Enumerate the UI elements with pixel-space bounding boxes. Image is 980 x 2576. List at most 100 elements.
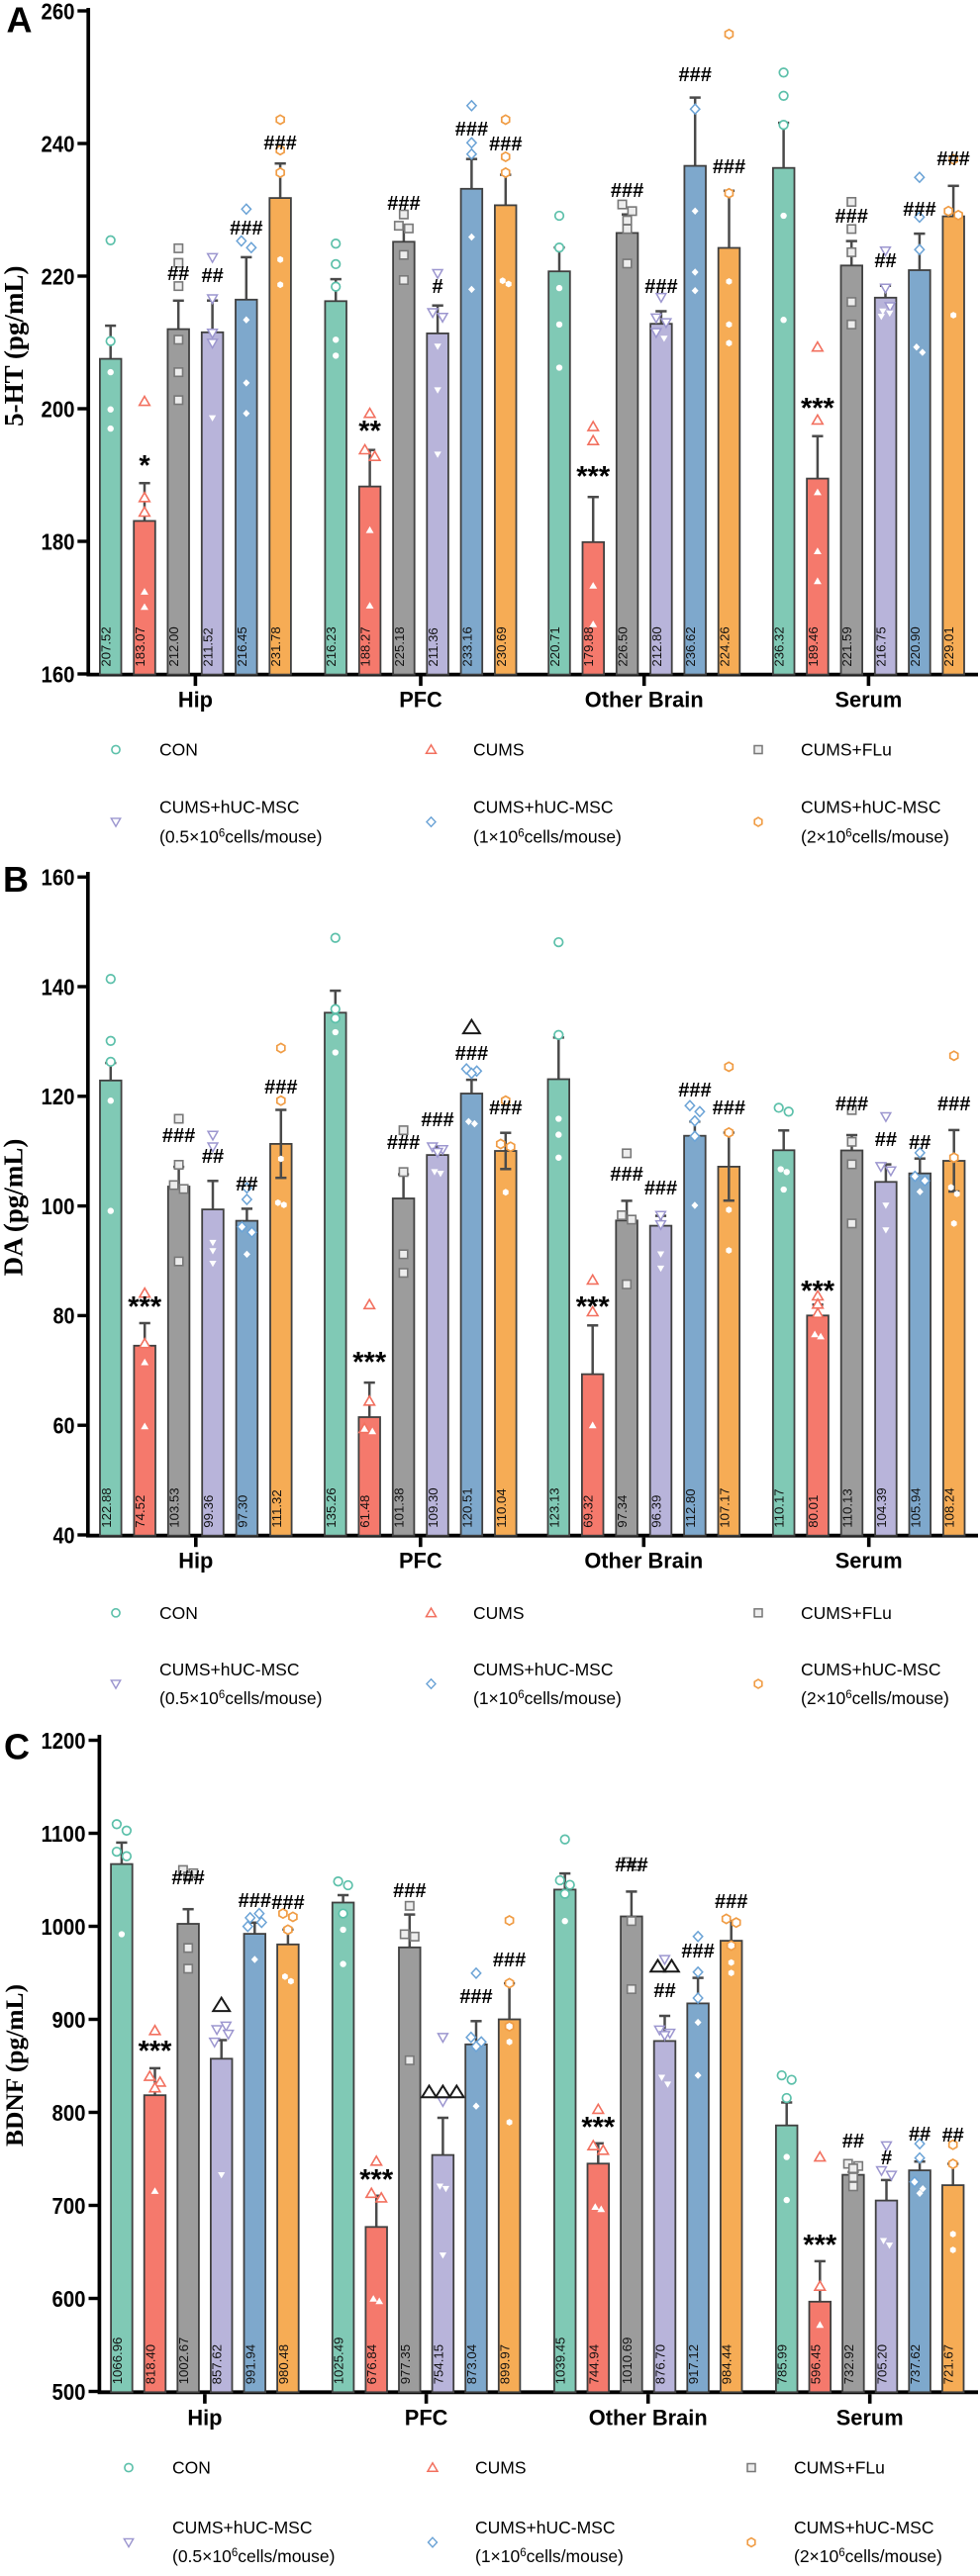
svg-text:***: ***	[801, 1276, 835, 1307]
svg-text:##: ##	[202, 1146, 224, 1168]
svg-text:140: 140	[42, 974, 75, 1000]
svg-text:###: ###	[644, 276, 677, 298]
svg-text:1010.69: 1010.69	[620, 2337, 635, 2385]
svg-text:111.32: 111.32	[269, 1489, 284, 1527]
svg-text:DA (pg/mL): DA (pg/mL)	[0, 1139, 29, 1277]
svg-text:CUMS+hUC-MSC: CUMS+hUC-MSC	[172, 2518, 312, 2537]
svg-text:500: 500	[52, 2379, 86, 2405]
svg-text:110.04: 110.04	[494, 1488, 509, 1527]
svg-text:***: ***	[359, 2164, 394, 2196]
svg-text:###: ###	[230, 218, 262, 239]
svg-text:754.15: 754.15	[431, 2344, 445, 2384]
svg-text:##: ##	[875, 1129, 897, 1151]
svg-text:220.71: 220.71	[547, 626, 562, 666]
svg-text:873.04: 873.04	[464, 2344, 479, 2384]
svg-text:207.52: 207.52	[99, 626, 114, 666]
svg-text:###: ###	[271, 1892, 304, 1914]
svg-text:180: 180	[42, 528, 75, 554]
svg-text:1066.96: 1066.96	[110, 2337, 125, 2385]
svg-text:CUMS+hUC-MSC: CUMS+hUC-MSC	[801, 798, 940, 817]
svg-text:110.13: 110.13	[840, 1488, 855, 1527]
svg-text:###: ###	[615, 1855, 647, 1876]
svg-text:230.69: 230.69	[494, 626, 509, 666]
svg-text:Hip: Hip	[187, 2406, 222, 2431]
svg-text:*: *	[139, 450, 150, 482]
svg-text:###: ###	[644, 1178, 677, 1199]
svg-text:PFC: PFC	[399, 1549, 442, 1574]
svg-text:229.01: 229.01	[941, 626, 956, 666]
svg-text:(0.5×106cells/mouse): (0.5×106cells/mouse)	[159, 1688, 322, 1708]
svg-text:224.26: 224.26	[718, 626, 733, 666]
svg-text:###: ###	[387, 1132, 420, 1154]
svg-text:189.46: 189.46	[806, 626, 821, 666]
svg-text:1025.49: 1025.49	[332, 2337, 346, 2385]
svg-text:Hip: Hip	[178, 688, 213, 713]
svg-text:PFC: PFC	[399, 688, 442, 713]
svg-text:876.70: 876.70	[653, 2344, 668, 2384]
svg-text:800: 800	[52, 2100, 86, 2126]
svg-text:236.32: 236.32	[772, 626, 787, 666]
svg-text:###: ###	[162, 1125, 195, 1147]
svg-text:120: 120	[42, 1084, 75, 1109]
svg-text:###: ###	[835, 206, 868, 228]
svg-text:105.94: 105.94	[908, 1487, 923, 1527]
svg-text:CUMS+FLu: CUMS+FLu	[801, 1603, 892, 1623]
svg-text:Other Brain: Other Brain	[589, 2406, 708, 2431]
svg-text:Serum: Serum	[834, 688, 902, 713]
svg-text:80: 80	[53, 1303, 75, 1329]
svg-text:###: ###	[393, 1880, 426, 1902]
svg-text:###: ###	[489, 134, 522, 155]
svg-text:108.24: 108.24	[942, 1487, 957, 1527]
svg-text:135.26: 135.26	[324, 1487, 339, 1527]
svg-text:5-HT (pg/mL): 5-HT (pg/mL)	[0, 266, 29, 427]
svg-text:1000: 1000	[42, 1914, 86, 1940]
svg-text:###: ###	[264, 1077, 297, 1098]
svg-text:977.35: 977.35	[398, 2344, 413, 2384]
svg-text:###: ###	[835, 1094, 868, 1115]
svg-text:211.36: 211.36	[426, 627, 441, 666]
svg-text:220: 220	[42, 263, 75, 289]
svg-text:PFC: PFC	[405, 2406, 448, 2431]
svg-text:226.50: 226.50	[616, 626, 631, 666]
svg-text:721.67: 721.67	[941, 2344, 956, 2384]
svg-text:221.59: 221.59	[839, 626, 854, 666]
svg-text:***: ***	[576, 1291, 611, 1323]
svg-text:CON: CON	[172, 2458, 211, 2478]
svg-text:##: ##	[653, 1980, 675, 2002]
svg-text:CON: CON	[159, 740, 198, 760]
svg-text:###: ###	[679, 64, 712, 86]
svg-text:900: 900	[52, 2007, 86, 2033]
svg-text:80.01: 80.01	[806, 1495, 821, 1528]
svg-text:260: 260	[42, 0, 75, 24]
svg-text:***: ***	[128, 1291, 162, 1323]
svg-text:CUMS: CUMS	[473, 740, 525, 760]
svg-text:###: ###	[459, 1986, 492, 2008]
svg-text:1200: 1200	[42, 1728, 86, 1754]
svg-text:***: ***	[801, 393, 835, 425]
svg-text:917.12: 917.12	[686, 2344, 701, 2384]
svg-text:(0.5×106cells/mouse): (0.5×106cells/mouse)	[159, 827, 322, 847]
svg-text:785.99: 785.99	[775, 2344, 790, 2384]
svg-text:216.23: 216.23	[324, 626, 339, 666]
svg-text:###: ###	[493, 1950, 526, 1971]
svg-text:###: ###	[455, 1043, 488, 1065]
svg-text:200: 200	[42, 396, 75, 422]
svg-text:231.78: 231.78	[268, 626, 283, 666]
svg-text:225.18: 225.18	[392, 626, 407, 666]
svg-text:CUMS+hUC-MSC: CUMS+hUC-MSC	[159, 798, 299, 817]
svg-text:###: ###	[421, 1109, 453, 1131]
svg-text:###: ###	[713, 1097, 745, 1119]
svg-text:CUMS+hUC-MSC: CUMS+hUC-MSC	[159, 1660, 299, 1679]
svg-text:***: ***	[581, 2112, 616, 2144]
svg-text:CUMS+hUC-MSC: CUMS+hUC-MSC	[473, 798, 613, 817]
svg-text:###: ###	[263, 133, 296, 154]
svg-text:69.32: 69.32	[581, 1495, 596, 1528]
svg-text:###: ###	[239, 1890, 271, 1912]
svg-text:112.80: 112.80	[683, 1488, 698, 1527]
svg-text:100: 100	[42, 1193, 75, 1219]
svg-text:CUMS+hUC-MSC: CUMS+hUC-MSC	[794, 2518, 933, 2537]
svg-text:101.38: 101.38	[392, 1487, 407, 1527]
svg-text:212.80: 212.80	[649, 626, 664, 666]
svg-text:A: A	[7, 0, 33, 41]
svg-text:818.40: 818.40	[144, 2344, 158, 2384]
